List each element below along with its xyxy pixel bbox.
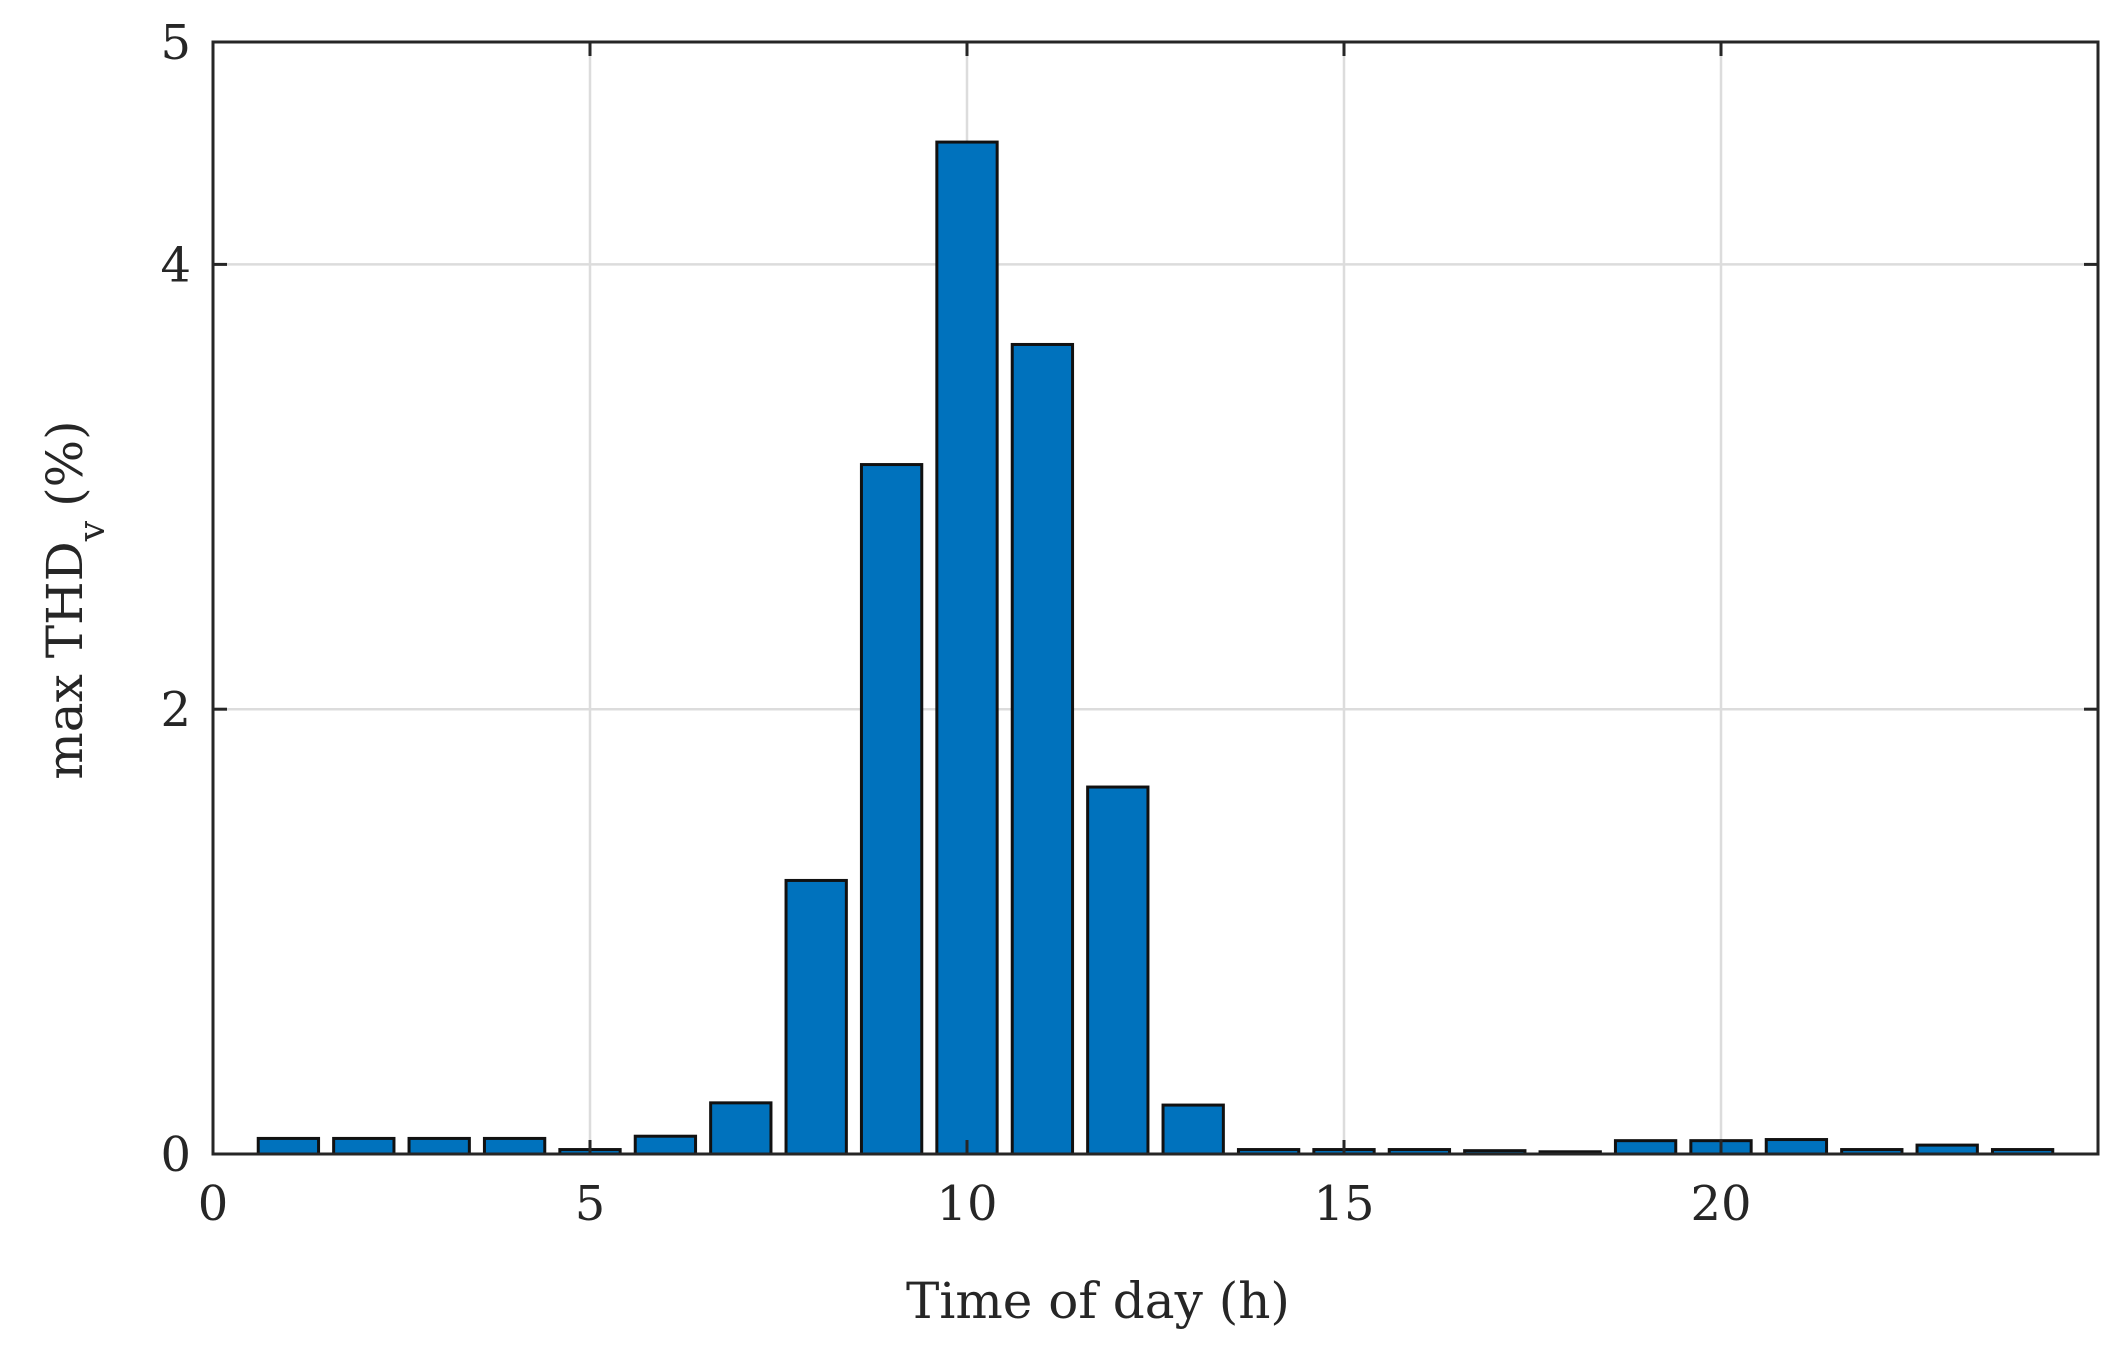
y-tick-labels: 0 2 4 5	[160, 15, 191, 1183]
y-tick-label: 0	[160, 1127, 191, 1183]
x-tick-label: 0	[198, 1176, 229, 1232]
bar	[407, 1136, 471, 1156]
bars	[256, 140, 2055, 1156]
bar	[709, 1101, 773, 1156]
x-tick-label: 20	[1690, 1176, 1751, 1232]
y-tick-label: 5	[160, 15, 191, 71]
bar	[859, 463, 924, 1156]
bar	[256, 1136, 321, 1156]
bar	[1086, 785, 1150, 1156]
bar	[1613, 1139, 1678, 1156]
bar	[633, 1134, 698, 1156]
y-tick-label: 4	[160, 237, 191, 293]
y-axis-label-main: max THD	[36, 541, 94, 779]
y-tick-label: 2	[160, 682, 191, 738]
x-tick-label: 15	[1313, 1176, 1374, 1232]
x-tick-label: 5	[575, 1176, 606, 1232]
bar	[1764, 1138, 1829, 1156]
y-axis-label-subscript: v	[72, 520, 113, 542]
y-axis-label: max THDv (%)	[36, 420, 113, 779]
x-tick-labels: 0 5 10 15 20	[198, 1176, 1752, 1232]
bar	[935, 140, 999, 1156]
bar	[482, 1136, 547, 1156]
bar	[1010, 342, 1075, 1156]
y-axis-label-suffix: (%)	[36, 420, 94, 507]
x-axis-label: Time of day (h)	[906, 1272, 1290, 1330]
bar	[784, 878, 848, 1156]
plot-frame	[211, 40, 2100, 1156]
bar	[332, 1136, 396, 1156]
bar	[1161, 1103, 1225, 1156]
x-tick-label: 10	[936, 1176, 997, 1232]
